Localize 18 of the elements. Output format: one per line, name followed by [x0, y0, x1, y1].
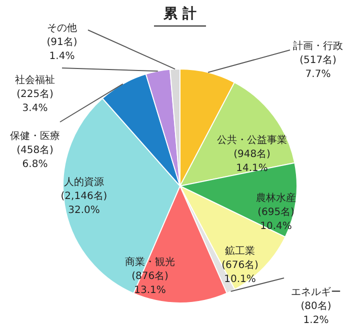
data-label: (225名) 3.4% [16, 88, 54, 114]
slice-label: その他 [47, 22, 77, 34]
slice-label: 人的資源 [64, 176, 104, 188]
slice-label: エネルギー [291, 286, 341, 298]
chart-title: 累 計 [162, 6, 196, 22]
slice-label: 鉱工業 [225, 245, 255, 257]
data-label: (91名) 1.4% [46, 36, 78, 62]
slice-label: 商業・観光 [125, 256, 175, 268]
data-label: (676名) 10.1% [222, 259, 259, 285]
slice-label: 社会福祉 [15, 74, 55, 86]
data-label: (80名) 1.2% [300, 300, 332, 326]
data-label: (948名) 14.1% [234, 148, 271, 174]
data-label: (458名) 6.8% [16, 144, 54, 170]
slice-label: 公共・公益事業 [217, 134, 287, 146]
slice-label: 計画・行政 [293, 40, 343, 52]
slice-label: 農林水産 [256, 192, 296, 204]
data-label: (517名) 7.7% [300, 54, 337, 80]
slice-label: 保健・医療 [10, 130, 60, 142]
